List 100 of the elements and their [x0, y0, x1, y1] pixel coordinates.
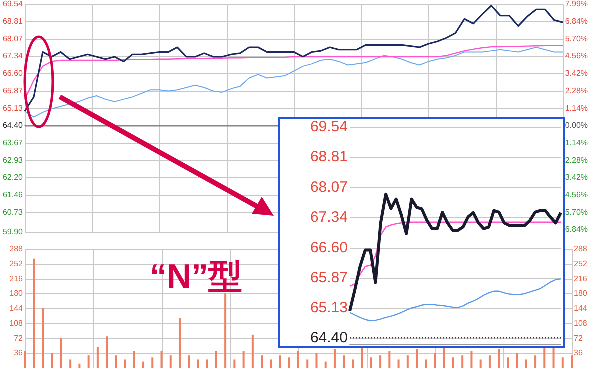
y-tick-label: 216: [574, 274, 588, 284]
bar: [197, 360, 200, 368]
bar: [416, 349, 418, 368]
bar: [452, 358, 454, 368]
bar: [298, 351, 300, 368]
y2-tick-label: 2.28%: [565, 86, 588, 96]
bar: [242, 351, 245, 368]
y-tick-label: 65.87: [2, 86, 24, 96]
bar: [406, 356, 409, 368]
bar: [324, 362, 327, 368]
y-tick-label: 65.13: [310, 300, 348, 317]
y-tick-label: 68.07: [2, 34, 24, 44]
bar: [88, 356, 90, 368]
y-tick-label: 67.34: [2, 52, 24, 61]
bar: [224, 294, 227, 368]
y-tick-label: 61.46: [2, 190, 24, 200]
y2-tick-label: 0.00%: [565, 121, 588, 130]
y2-tick-label: 5.70%: [565, 208, 588, 217]
y-tick-label: 69.54: [2, 0, 24, 8]
bar: [24, 351, 26, 368]
y-tick-label: 108: [574, 318, 588, 328]
bar: [142, 362, 145, 368]
bar: [170, 356, 172, 368]
y-tick-label: 180: [574, 289, 588, 298]
bar: [288, 358, 290, 368]
y-tick-label: 66.60: [310, 239, 348, 256]
bar: [133, 351, 136, 368]
bar: [33, 258, 36, 368]
annotation: “N”型: [150, 257, 243, 298]
bar: [380, 356, 382, 368]
bar: [206, 360, 208, 368]
y-tick-label: 65.87: [310, 269, 348, 286]
y-tick-label: 64.40: [2, 121, 24, 130]
y-tick-label: 64.40: [310, 330, 348, 347]
bar: [178, 318, 181, 368]
y2-tick-label: 6.84%: [565, 225, 588, 234]
bar: [334, 349, 336, 368]
bar: [261, 356, 264, 368]
bar: [480, 360, 482, 368]
bar: [525, 360, 528, 368]
y-tick-label: 72: [574, 334, 584, 343]
bar: [462, 356, 464, 368]
bar: [425, 360, 428, 368]
bar: [252, 334, 254, 368]
y-tick-label: 68.07: [310, 178, 348, 196]
bar: [507, 358, 510, 368]
y-tick-label: 36: [574, 348, 584, 358]
line-series: [349, 222, 562, 288]
line-series: [24, 45, 564, 100]
y-tick-label: 68.81: [310, 148, 348, 166]
y2-tick-label: 5.70%: [565, 34, 588, 44]
bar: [124, 360, 126, 368]
bar: [352, 360, 354, 368]
y2-tick-label: 2.28%: [565, 156, 588, 165]
bar: [443, 347, 446, 368]
line-series: [348, 192, 562, 313]
bar: [188, 356, 190, 368]
y-tick-label: 59.90: [2, 228, 24, 236]
bar: [498, 349, 500, 368]
bar: [361, 347, 364, 368]
bar: [160, 351, 163, 368]
bar: [60, 338, 62, 368]
line-series: [349, 278, 562, 322]
bar: [152, 358, 154, 368]
y-tick-label: 68.81: [2, 16, 24, 26]
bar: [534, 356, 537, 368]
bar: [488, 356, 491, 368]
y-tick-label: 62.20: [2, 173, 24, 182]
bar: [42, 308, 44, 368]
y-tick-label: 288: [574, 244, 588, 254]
y2-tick-label: 4.56%: [565, 52, 588, 61]
line-series: [24, 47, 564, 118]
bar: [552, 347, 555, 368]
y2-tick-label: 1.14%: [565, 104, 588, 113]
bar: [562, 358, 564, 368]
bar: [96, 347, 99, 368]
y-tick-label: 60.73: [2, 208, 24, 217]
y2-tick-label: 4.56%: [565, 190, 588, 200]
y-tick-label: 144: [574, 304, 588, 313]
bar: [234, 360, 236, 368]
bar: [388, 351, 391, 368]
y-tick-label: 67.34: [310, 208, 348, 226]
bar: [115, 356, 118, 368]
bar: [215, 351, 218, 368]
bar: [398, 360, 400, 368]
y2-tick-label: 3.42%: [565, 69, 588, 78]
bar: [434, 354, 436, 368]
bar: [78, 364, 81, 368]
y2-tick-label: 3.42%: [565, 173, 588, 182]
y-tick-label: 252: [574, 259, 588, 268]
bar: [516, 354, 518, 368]
y-tick-label: 65.13: [2, 104, 24, 113]
bar: [470, 351, 473, 368]
y-tick-label: 63.67: [2, 138, 24, 148]
bar: [343, 356, 346, 368]
y2-tick-label: 6.84%: [565, 17, 588, 26]
bar: [279, 356, 282, 368]
bar: [51, 353, 54, 368]
bar: [306, 360, 309, 368]
bar: [106, 336, 108, 368]
